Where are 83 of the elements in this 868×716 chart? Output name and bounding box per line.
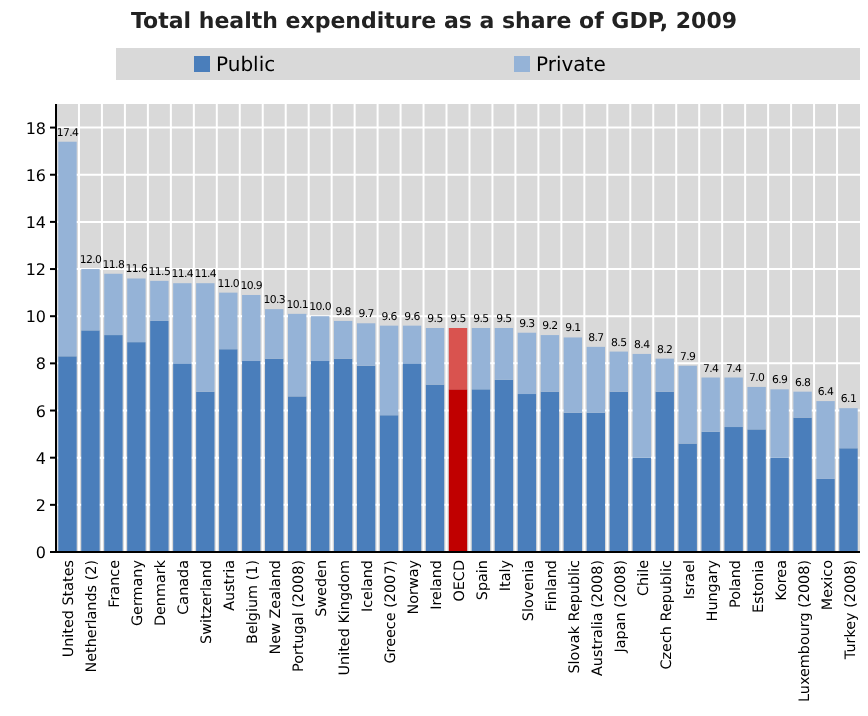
y-tick-label: 0 [35,544,46,562]
bar [839,448,858,552]
bar [678,443,697,552]
bar [563,412,583,552]
bar [265,309,284,359]
bar [219,292,238,350]
bar [471,328,491,390]
bar [678,365,697,444]
legend-label: Private [536,55,606,77]
bar [701,377,720,432]
chart-title: Total health expenditure as a share of GDP, 2009 [130,8,738,34]
bar [586,412,606,552]
y-tick-label: 10 [25,308,46,327]
bar [793,417,812,552]
bar [632,457,651,552]
bar [517,394,537,552]
bar [333,358,353,552]
y-tick-label: 14 [25,213,46,232]
y-tick-label: 2 [35,496,46,515]
bar [425,328,445,385]
bar [747,386,766,430]
bar [770,457,789,552]
bar [632,353,651,458]
bar [448,328,468,390]
bar [196,283,215,392]
y-tick-label: 8 [35,355,46,374]
legend-label: Public [216,55,276,77]
bar [747,429,766,552]
bar [402,325,422,364]
bar [58,141,77,357]
bar [104,273,123,336]
bar [219,349,238,552]
bar [839,408,858,449]
bar [517,332,537,395]
bar [379,325,399,416]
bar [540,335,560,392]
bar [402,363,422,552]
bar [609,351,628,392]
bar [333,320,353,359]
y-tick-label: 16 [25,166,46,185]
bar [150,280,169,321]
bar [816,401,835,479]
bar [448,389,468,552]
bar [701,431,720,552]
bar [494,328,514,380]
bar [242,294,261,362]
bar [310,361,330,552]
bar [494,379,514,552]
bar [356,323,376,366]
bar [586,346,606,413]
bar [310,316,330,362]
y-tick-label: 4 [35,449,46,468]
bar [724,427,743,552]
bar [540,391,560,552]
bar [265,358,284,552]
bar [609,391,628,552]
bar [150,320,169,552]
bar [242,361,261,552]
bar [655,358,674,392]
bar [173,363,192,552]
bar [288,396,307,552]
bar [379,415,399,552]
bar [816,478,835,552]
bar [770,389,789,458]
bar [724,377,743,428]
bar [196,391,215,552]
bar [58,356,77,552]
bar [793,391,812,418]
bar [425,384,445,552]
bar [81,330,100,552]
bar [356,365,376,552]
bar [127,342,146,552]
y-tick-label: 12 [25,261,46,280]
bar [127,278,146,343]
bar [81,269,100,331]
bar [471,389,491,552]
bar [563,337,583,413]
y-tick-label: 18 [25,119,46,138]
bar [104,335,123,552]
y-tick-label: 6 [35,402,46,421]
bar [288,313,307,397]
bar [655,391,674,552]
bar [173,283,192,364]
